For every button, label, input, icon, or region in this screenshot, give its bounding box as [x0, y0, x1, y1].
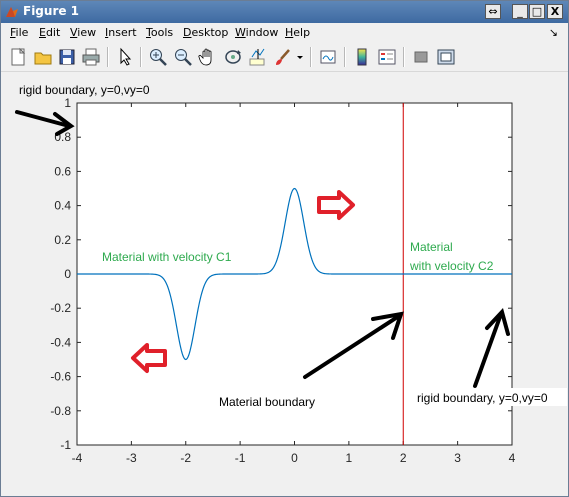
toolbar-separator: [403, 47, 405, 67]
rigid-boundary-label-left: rigid boundary, y=0,vy=0: [19, 83, 150, 97]
y-tick-label: 0: [64, 267, 71, 281]
y-tick-label: -0.6: [50, 370, 71, 384]
menu-help[interactable]: Help: [285, 26, 311, 39]
minimize-button[interactable]: _: [512, 4, 528, 19]
rigid-boundary-label-right: rigid boundary, y=0,vy=0: [417, 391, 548, 405]
x-tick-label: -2: [180, 451, 191, 465]
y-tick-label: -0.4: [50, 335, 71, 349]
open-file-icon[interactable]: [33, 47, 53, 67]
figure-canvas: -1 -0.8 -0.6 -0.4 -0.2 0 0.2 0.4 0.6 0.8 1 -4 -3 -2-…: [1, 72, 568, 496]
window-title: Figure 1: [23, 4, 80, 18]
rotate-3d-icon[interactable]: [223, 47, 243, 67]
hide-plot-tools-icon[interactable]: [411, 47, 431, 67]
y-tick-label: 1: [64, 96, 71, 110]
y-tick-label: -0.8: [50, 404, 71, 418]
velocity-c2-label-line2: with velocity C2: [409, 259, 494, 273]
new-figure-icon[interactable]: [8, 47, 28, 67]
plot-svg: -1-0.8-0.6-0.4-0.200.20.40.60.81 -4 -3 -2-…: [15, 83, 567, 465]
y-tick-label: 0.2: [54, 233, 71, 247]
close-button[interactable]: X: [547, 4, 563, 19]
menu-view[interactable]: View: [70, 26, 97, 39]
velocity-c2-label-line1: Material: [410, 240, 453, 254]
zoom-in-icon[interactable]: [148, 47, 168, 67]
figure-toolbar: [1, 43, 568, 72]
arrow-rigid-boundary-right-icon: [473, 308, 510, 388]
menu-bar: File Edit View Insert Tools Desktop Wind…: [1, 23, 568, 43]
material-boundary-label: Material boundary: [219, 395, 315, 409]
toolbar-separator: [344, 47, 346, 67]
data-cursor-icon[interactable]: [248, 47, 268, 67]
insert-colorbar-icon[interactable]: [352, 47, 372, 67]
left-red-arrow-icon: [131, 343, 167, 373]
matlab-logo-icon: [6, 7, 18, 17]
menu-tools[interactable]: Tools: [146, 26, 174, 39]
link-plot-icon[interactable]: [318, 47, 338, 67]
menu-edit[interactable]: Edit: [39, 26, 61, 39]
x-tick-label: 0: [291, 451, 298, 465]
maximize-button[interactable]: □: [529, 4, 545, 19]
toolbar-separator: [107, 47, 109, 67]
y-tick-label: 0.6: [54, 164, 71, 178]
velocity-c1-label: Material with velocity C1: [102, 250, 232, 264]
toolbar-separator: [140, 47, 142, 67]
right-red-arrow-icon: [317, 190, 355, 220]
rigid-boundary-label-bg: [411, 388, 567, 406]
zoom-out-icon[interactable]: [173, 47, 193, 67]
print-icon[interactable]: [81, 47, 101, 67]
x-tick-label: 3: [454, 451, 461, 465]
save-icon[interactable]: [57, 47, 77, 67]
dock-button[interactable]: ⇔: [485, 4, 501, 19]
x-tick-label: 2: [400, 451, 407, 465]
title-bar[interactable]: Figure 1 ⇔ _ □ X: [1, 1, 568, 23]
x-tick-label: 4: [509, 451, 516, 465]
brush-icon[interactable]: [273, 47, 293, 67]
x-tick-label: -4: [72, 451, 83, 465]
edit-plot-arrow-icon[interactable]: [115, 47, 135, 67]
arrow-material-boundary-icon: [303, 311, 404, 379]
y-tick-label: 0.4: [54, 199, 71, 213]
brush-dropdown-icon[interactable]: [295, 47, 305, 67]
x-ticks: -4 -3 -2 -1 0 1 2 3 4: [72, 103, 516, 465]
x-tick-label: -1: [235, 451, 246, 465]
menu-desktop[interactable]: Desktop: [183, 26, 229, 39]
toolbar-separator: [310, 47, 312, 67]
insert-legend-icon[interactable]: [377, 47, 397, 67]
y-ticks: -1-0.8-0.6-0.4-0.200.20.40.60.81: [50, 96, 512, 452]
menu-insert[interactable]: Insert: [105, 26, 137, 39]
dock-arrow-icon[interactable]: ↘: [548, 26, 558, 39]
menu-window[interactable]: Window: [235, 26, 279, 39]
x-tick-label: -3: [126, 451, 137, 465]
show-plot-tools-icon[interactable]: [436, 47, 456, 67]
wave-curve: [77, 187, 512, 361]
menu-file[interactable]: File: [10, 26, 29, 39]
y-tick-label: -1: [60, 438, 71, 452]
pan-hand-icon[interactable]: [198, 47, 218, 67]
x-tick-label: 1: [346, 451, 353, 465]
y-tick-label: -0.2: [50, 301, 71, 315]
arrow-top-left-icon: [15, 110, 75, 136]
